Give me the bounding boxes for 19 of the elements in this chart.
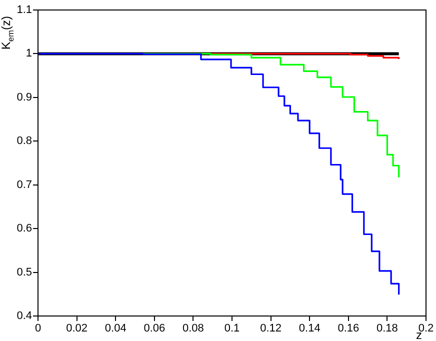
x-tick-label: 0.18	[376, 322, 398, 335]
y-tick-label: 0.9	[16, 91, 32, 104]
x-tick-label: 0.12	[260, 322, 282, 335]
x-tick-label: 0.08	[182, 322, 204, 335]
y-tick-label: 0.6	[16, 222, 32, 235]
y-tick-label: 1.1	[16, 4, 32, 16]
x-tick-label: 0.16	[338, 322, 360, 335]
y-tick-label: 0.7	[16, 178, 32, 191]
x-tick-label: 0	[34, 322, 42, 335]
x-tick-label: 0.1	[224, 322, 240, 335]
y-tick-label: 1	[26, 48, 32, 60]
x-tick-label: 0.14	[298, 322, 320, 335]
y-tick-label: 0.8	[16, 135, 32, 148]
y-tick-label: 0.4	[16, 310, 32, 322]
x-tick-label: 0.02	[66, 322, 88, 335]
y-axis-title: Kem(z)	[0, 16, 16, 50]
y-tick-label: 0.5	[16, 266, 32, 278]
x-tick-label: 0.04	[104, 322, 126, 335]
x-tick-label: 0.06	[144, 322, 166, 335]
